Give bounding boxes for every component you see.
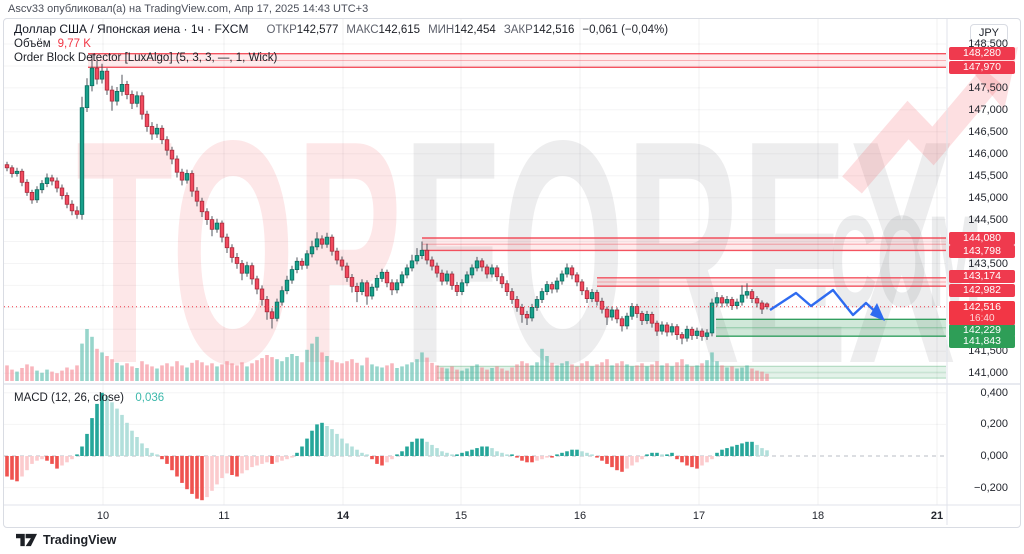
volume-value: 9,77 K bbox=[57, 38, 91, 50]
bearish-level-badge: 142,982 bbox=[949, 283, 1015, 297]
bearish-level-badge: 143,798 bbox=[949, 244, 1015, 258]
time-tick: 14 bbox=[336, 510, 350, 522]
bearish-ob-2 bbox=[422, 237, 946, 252]
currency-button[interactable]: JPY bbox=[969, 24, 1008, 42]
ohlc-label: МАКС bbox=[346, 24, 379, 36]
macd-tick: 0,200 bbox=[980, 418, 1008, 431]
tradingview-logo[interactable]: TradingView bbox=[16, 533, 116, 547]
change-value: −0,061 (−0,04%) bbox=[582, 24, 669, 36]
tradingview-logo-text: TradingView bbox=[43, 533, 117, 547]
price-tick: 147,000 bbox=[968, 103, 1008, 116]
price-tick: 148,500 bbox=[968, 38, 1008, 50]
volume-label[interactable]: Объём bbox=[14, 38, 51, 50]
price-tick: 147,500 bbox=[968, 81, 1008, 94]
chart-legend: Доллар США / Японская иена · 1ч · FXCM О… bbox=[14, 22, 668, 66]
time-tick: 11 bbox=[218, 510, 230, 522]
current-price-badge: 142,516 16:40 bbox=[949, 300, 1015, 325]
symbol-title[interactable]: Доллар США / Японская иена · 1ч · FXCM bbox=[14, 22, 249, 36]
time-tick: 17 bbox=[692, 510, 706, 522]
forecast-arrow bbox=[769, 288, 885, 321]
price-tick: 144,500 bbox=[968, 213, 1008, 226]
macd-tick: −0,200 bbox=[974, 481, 1008, 494]
time-tick: 15 bbox=[454, 510, 468, 522]
current-price-value: 142,516 bbox=[963, 300, 1001, 313]
price-tick: 141,500 bbox=[968, 345, 1008, 358]
bearish-ob-1 bbox=[88, 53, 946, 69]
price-tick: 145,500 bbox=[968, 169, 1008, 182]
ohlc-value: 142,516 bbox=[532, 24, 575, 36]
ohlc-value: 142,615 bbox=[378, 24, 421, 36]
bullish-ob-1 bbox=[716, 318, 946, 337]
price-tick: 146,000 bbox=[968, 147, 1008, 160]
tradingview-icon bbox=[16, 533, 37, 547]
time-tick: 10 bbox=[96, 510, 110, 522]
time-tick: 21 bbox=[930, 510, 944, 522]
ohlc-values: ОТКР142,577 МАКС142,615 МИН142,454 ЗАКР142,… bbox=[258, 22, 574, 37]
bar-countdown: 16:40 bbox=[969, 312, 995, 324]
macd-title[interactable]: MACD (12, 26, close) bbox=[14, 392, 124, 404]
bearish-ob-3 bbox=[597, 277, 946, 287]
price-tick: 141,000 bbox=[968, 367, 1008, 380]
macd-value: 0,036 bbox=[135, 392, 165, 404]
ohlc-label: МИН bbox=[428, 24, 455, 36]
symbol-row: Доллар США / Японская иена · 1ч · FXCM О… bbox=[14, 22, 668, 37]
ohlc-label: ОТКР bbox=[266, 24, 297, 36]
price-tick: 143,500 bbox=[968, 257, 1008, 270]
indicator-row: Order Block Detector [LuxAlgo] (5, 3, 3,… bbox=[14, 52, 668, 65]
macd-tick: 0,000 bbox=[980, 450, 1008, 462]
bullish-level-badge: 141,843 bbox=[949, 334, 1015, 348]
bearish-level-badge: 144,080 bbox=[949, 231, 1015, 245]
bearish-level-badge: 148,280 bbox=[949, 47, 1015, 61]
volume-row: Объём 9,77 K bbox=[14, 38, 668, 51]
price-tick: 146,500 bbox=[968, 125, 1008, 138]
price-tick: 145,000 bbox=[968, 191, 1008, 204]
time-tick: 18 bbox=[811, 510, 825, 522]
ohlc-value: 142,454 bbox=[454, 24, 496, 36]
bearish-level-badge: 147,970 bbox=[949, 60, 1015, 74]
time-tick: 16 bbox=[573, 510, 587, 522]
bullish-level-badge: 142,229 bbox=[949, 323, 1015, 337]
bearish-level-badge: 143,174 bbox=[949, 270, 1015, 284]
indicator-title[interactable]: Order Block Detector [LuxAlgo] (5, 3, 3,… bbox=[14, 52, 278, 64]
macd-legend: MACD (12, 26, close) 0,036 bbox=[14, 388, 164, 406]
attribution-text: Ascv33 опубликовал(а) на TradingView.com… bbox=[8, 3, 369, 15]
macd-tick: 0,400 bbox=[980, 386, 1008, 399]
ohlc-label: ЗАКР bbox=[503, 24, 533, 36]
ohlc-value: 142,577 bbox=[296, 24, 339, 36]
